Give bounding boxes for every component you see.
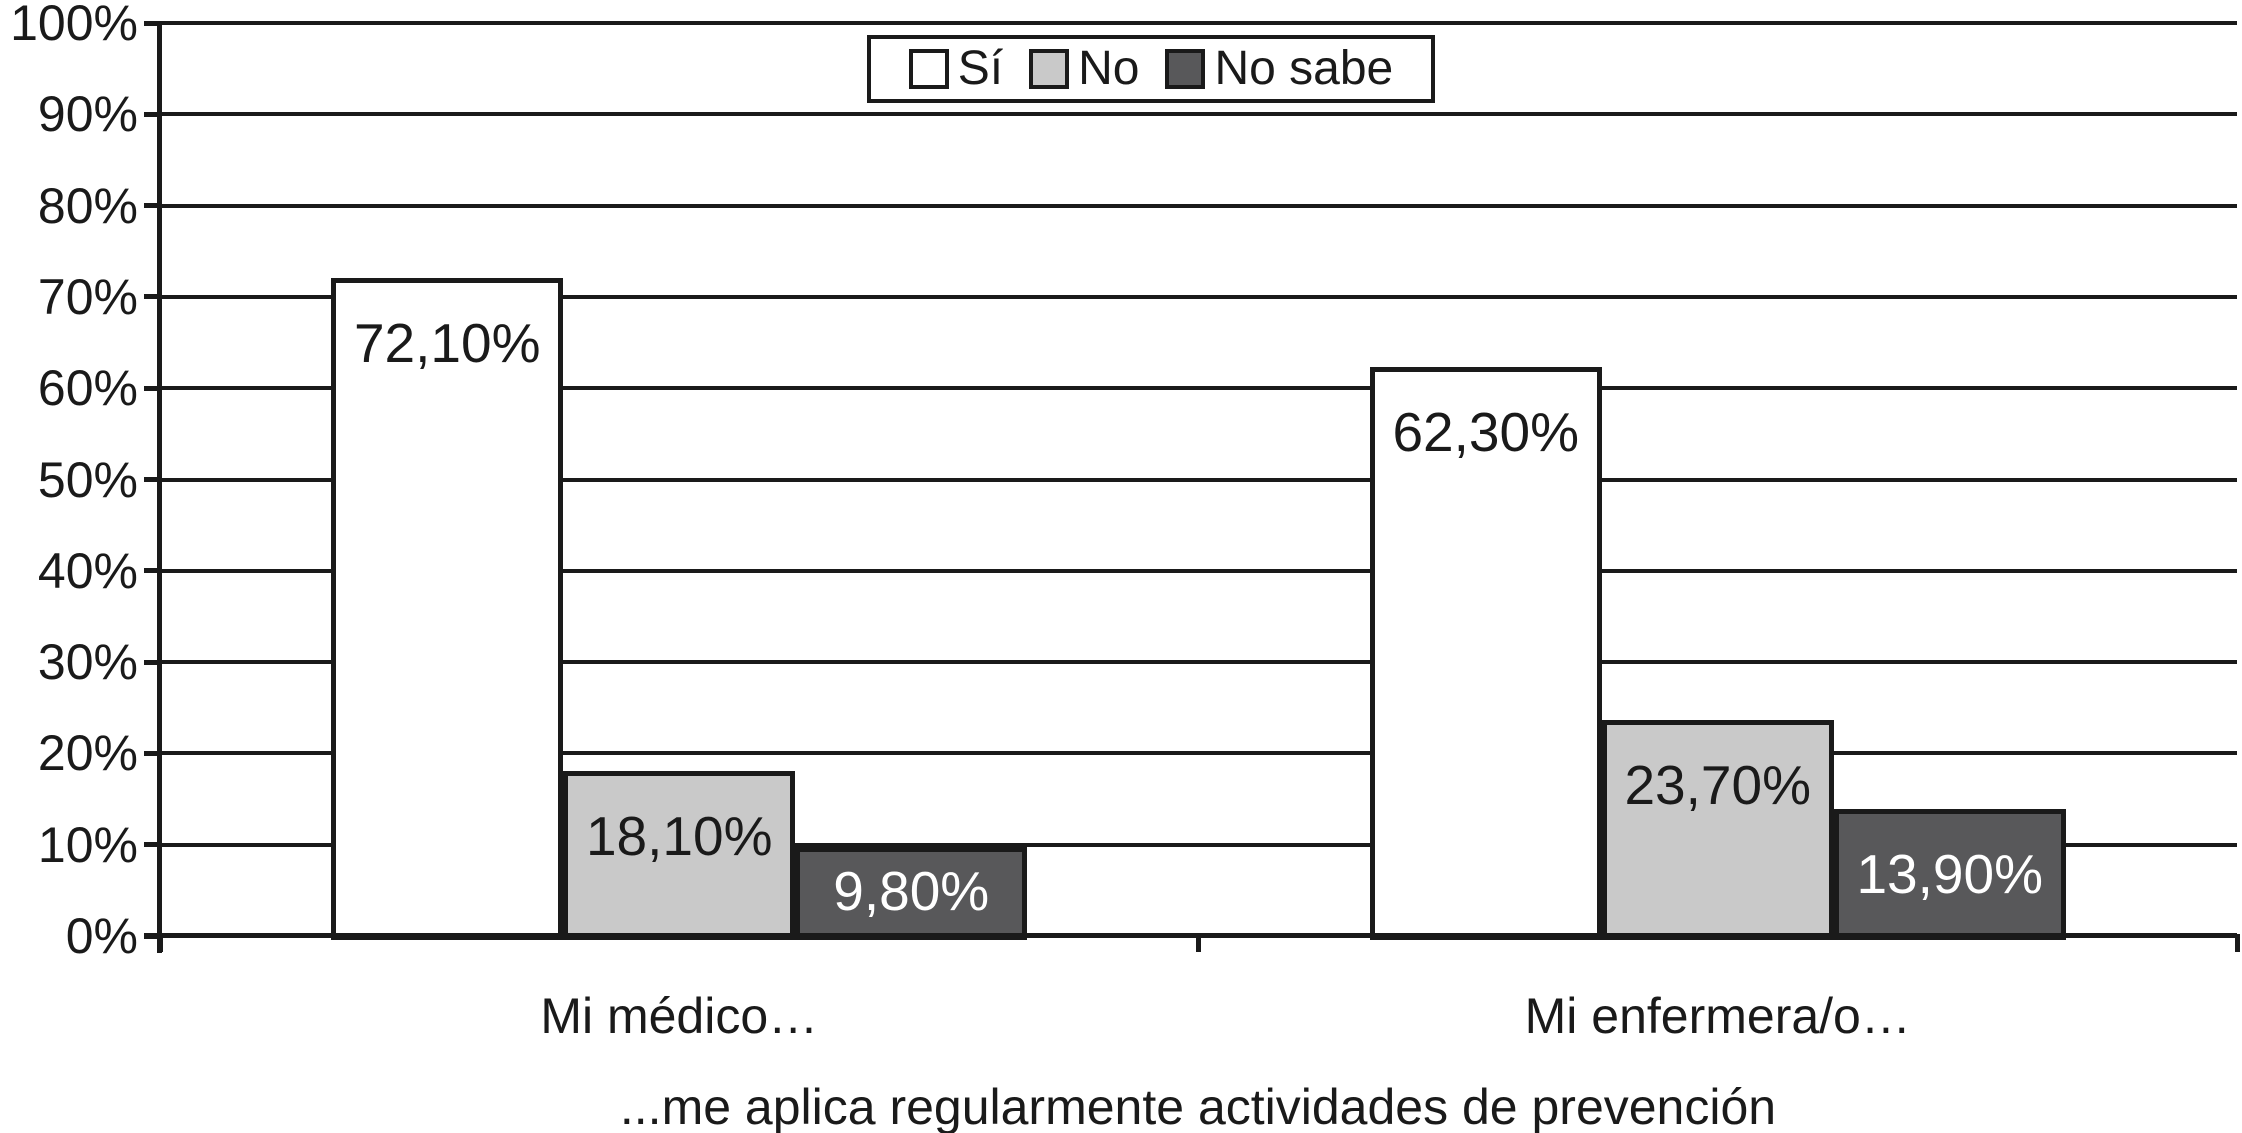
gridline bbox=[160, 21, 2237, 25]
legend-label: No sabe bbox=[1214, 42, 1394, 95]
x-axis-title: ...me aplica regularmente actividades de… bbox=[619, 1079, 1777, 1133]
y-tick-label: 60% bbox=[37, 360, 138, 417]
y-axis-tick bbox=[144, 750, 160, 756]
bar-sí bbox=[331, 277, 564, 940]
legend-swatch-icon bbox=[1029, 49, 1070, 89]
bar-no-sabe bbox=[1833, 809, 2066, 940]
bar-value-label: 9,80% bbox=[833, 859, 990, 922]
y-tick-label: 80% bbox=[37, 177, 138, 234]
gridline bbox=[160, 294, 2237, 299]
bar-sí bbox=[1369, 367, 1602, 940]
legend-swatch-icon bbox=[1165, 49, 1206, 89]
y-axis-tick bbox=[144, 659, 160, 665]
y-axis-tick bbox=[144, 568, 160, 574]
bar-value-label: 62,30% bbox=[1392, 401, 1580, 464]
y-tick-label: 20% bbox=[37, 725, 138, 782]
x-axis-tick bbox=[157, 934, 163, 952]
y-tick-label: 100% bbox=[10, 0, 138, 51]
legend-label: Sí bbox=[957, 42, 1004, 95]
category-label: Mi enfermera/o… bbox=[1524, 988, 1911, 1044]
y-tick-label: 0% bbox=[65, 908, 138, 964]
chart-legend: Sí No No sabe bbox=[867, 35, 1435, 103]
bar-value-label: 23,70% bbox=[1624, 753, 1812, 816]
bar-no bbox=[1601, 719, 1834, 940]
gridline bbox=[160, 386, 2237, 391]
y-tick-label: 70% bbox=[37, 268, 138, 325]
y-axis-tick bbox=[144, 385, 160, 391]
gridline bbox=[160, 477, 2237, 482]
gridline bbox=[160, 660, 2237, 665]
gridline bbox=[160, 203, 2237, 208]
legend-swatch-icon bbox=[908, 49, 949, 89]
y-tick-label: 50% bbox=[37, 451, 138, 508]
gridline bbox=[160, 751, 2237, 756]
y-tick-label: 10% bbox=[37, 816, 138, 873]
y-axis-tick bbox=[144, 203, 160, 209]
bar-no bbox=[563, 770, 796, 940]
legend-label: No bbox=[1078, 42, 1140, 95]
gridline bbox=[160, 112, 2237, 117]
y-tick-label: 40% bbox=[37, 542, 138, 599]
y-tick-label: 30% bbox=[37, 634, 138, 691]
y-axis-tick bbox=[144, 477, 160, 482]
y-tick-label: 90% bbox=[37, 86, 138, 143]
legend-item: No sabe bbox=[1165, 45, 1393, 93]
gridline bbox=[160, 568, 2237, 573]
legend-item: No bbox=[1029, 45, 1139, 93]
bar-value-label: 72,10% bbox=[353, 311, 541, 374]
legend-item: Sí bbox=[908, 42, 1004, 95]
y-axis-tick bbox=[144, 111, 160, 117]
gridline bbox=[160, 842, 2237, 847]
y-axis-tick bbox=[144, 20, 160, 26]
x-axis-line bbox=[144, 933, 2237, 938]
bar-value-label: 13,90% bbox=[1856, 843, 2044, 906]
category-label: Mi médico… bbox=[540, 988, 819, 1044]
y-axis-line bbox=[157, 21, 162, 953]
x-axis-tick bbox=[1196, 934, 1201, 952]
y-axis-tick bbox=[144, 842, 160, 848]
bar-value-label: 18,10% bbox=[585, 804, 773, 867]
y-axis-tick bbox=[144, 294, 160, 300]
x-axis-tick bbox=[2234, 934, 2240, 952]
